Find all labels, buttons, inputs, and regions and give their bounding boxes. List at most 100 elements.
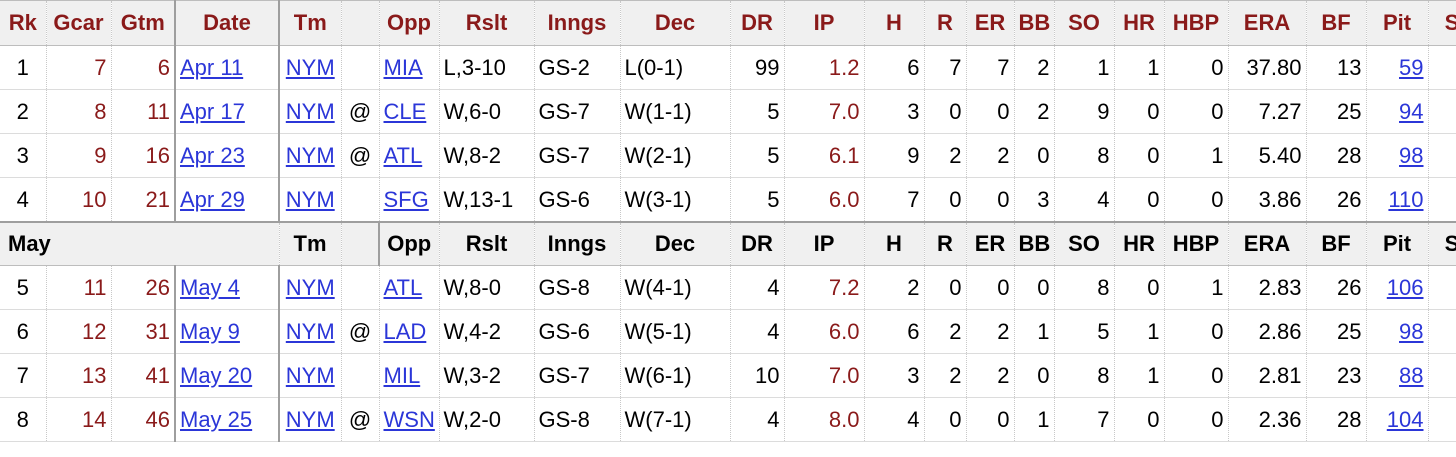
opponent-link[interactable]: MIA xyxy=(383,54,423,80)
month-col-inngs[interactable]: Inngs xyxy=(534,221,621,266)
col-header-gcar[interactable]: Gcar xyxy=(46,0,112,46)
col-header-tm[interactable]: Tm xyxy=(279,0,342,46)
cell-h: 6 xyxy=(864,309,925,354)
col-header-dec[interactable]: Dec xyxy=(620,0,731,46)
opponent-link[interactable]: ATL xyxy=(383,142,423,168)
pitches-link[interactable]: 98 xyxy=(1399,318,1424,344)
month-col-era[interactable]: ERA xyxy=(1228,221,1307,266)
cell-r: 0 xyxy=(924,89,967,134)
month-col-pit[interactable]: Pit xyxy=(1366,221,1429,266)
table-row: 5 11 26 May 4 NYM ATL W,8-0 GS-8 W(4-1) … xyxy=(0,265,1456,310)
opponent-link[interactable]: SFG xyxy=(383,186,429,212)
col-header-hr[interactable]: HR xyxy=(1114,0,1165,46)
cell-dec: W(4-1) xyxy=(620,265,731,310)
date-link[interactable]: May 20 xyxy=(180,362,253,388)
col-header-rslt[interactable]: Rslt xyxy=(439,0,535,46)
pitches-link[interactable]: 98 xyxy=(1399,142,1424,168)
cell-inngs: GS-2 xyxy=(534,45,621,90)
col-header-opp[interactable]: Opp xyxy=(379,0,440,46)
month-col-s[interactable]: S xyxy=(1428,221,1456,266)
col-header-bf[interactable]: BF xyxy=(1306,0,1367,46)
team-link[interactable]: NYM xyxy=(285,274,335,300)
col-header-er[interactable]: ER xyxy=(966,0,1015,46)
cell-date: May 9 xyxy=(175,309,280,354)
date-link[interactable]: May 25 xyxy=(180,406,253,432)
pitches-link[interactable]: 59 xyxy=(1399,54,1424,80)
opponent-link[interactable]: WSN xyxy=(383,406,435,432)
date-link[interactable]: Apr 11 xyxy=(180,54,244,80)
col-header-r[interactable]: R xyxy=(924,0,967,46)
date-link[interactable]: May 9 xyxy=(180,318,240,344)
team-link[interactable]: NYM xyxy=(285,54,335,80)
month-col-er[interactable]: ER xyxy=(966,221,1015,266)
month-col-bb[interactable]: BB xyxy=(1014,221,1055,266)
month-col-dr[interactable]: DR xyxy=(730,221,785,266)
month-col-so[interactable]: SO xyxy=(1054,221,1115,266)
opponent-link[interactable]: ATL xyxy=(383,274,423,300)
pitches-link[interactable]: 106 xyxy=(1386,274,1424,300)
col-header-gtm[interactable]: Gtm xyxy=(111,0,176,46)
col-header-rk[interactable]: Rk xyxy=(0,0,47,46)
col-header-so[interactable]: SO xyxy=(1054,0,1115,46)
cell-s xyxy=(1428,309,1456,354)
cell-era: 7.27 xyxy=(1228,89,1307,134)
col-header-s[interactable]: S xyxy=(1428,0,1456,46)
month-col-rslt[interactable]: Rslt xyxy=(439,221,535,266)
col-header-date[interactable]: Date xyxy=(175,0,280,46)
pitches-link[interactable]: 88 xyxy=(1399,362,1424,388)
cell-date: Apr 17 xyxy=(175,89,280,134)
month-col-hr[interactable]: HR xyxy=(1114,221,1165,266)
opponent-link[interactable]: MIL xyxy=(383,362,421,388)
date-link[interactable]: Apr 17 xyxy=(180,98,245,124)
cell-s xyxy=(1428,133,1456,178)
month-col-opp[interactable]: Opp xyxy=(379,221,440,266)
cell-dec: W(6-1) xyxy=(620,353,731,398)
cell-pit: 104 xyxy=(1366,397,1429,442)
col-header-pit[interactable]: Pit xyxy=(1366,0,1429,46)
cell-dr: 4 xyxy=(730,309,785,354)
cell-inngs: GS-8 xyxy=(534,397,621,442)
col-header-era[interactable]: ERA xyxy=(1228,0,1307,46)
opponent-link[interactable]: LAD xyxy=(383,318,427,344)
month-col-r[interactable]: R xyxy=(924,221,967,266)
team-link[interactable]: NYM xyxy=(285,318,335,344)
date-link[interactable]: May 4 xyxy=(180,274,240,300)
team-link[interactable]: NYM xyxy=(285,142,335,168)
pitches-link[interactable]: 104 xyxy=(1386,406,1424,432)
cell-ip: 7.0 xyxy=(784,353,865,398)
pitches-link[interactable]: 94 xyxy=(1399,98,1424,124)
cell-bf: 28 xyxy=(1306,133,1367,178)
month-col-h[interactable]: H xyxy=(864,221,925,266)
col-header-ip[interactable]: IP xyxy=(784,0,865,46)
team-link[interactable]: NYM xyxy=(285,186,335,212)
cell-s xyxy=(1428,397,1456,442)
team-link[interactable]: NYM xyxy=(285,362,335,388)
team-link[interactable]: NYM xyxy=(285,98,335,124)
cell-er: 2 xyxy=(966,133,1015,178)
pitches-link[interactable]: 110 xyxy=(1388,186,1424,212)
col-header-h[interactable]: H xyxy=(864,0,925,46)
cell-er: 0 xyxy=(966,397,1015,442)
col-header-dr[interactable]: DR xyxy=(730,0,785,46)
cell-inngs: GS-7 xyxy=(534,353,621,398)
cell-s xyxy=(1428,265,1456,310)
opponent-link[interactable]: CLE xyxy=(383,98,427,124)
month-col-bf[interactable]: BF xyxy=(1306,221,1367,266)
team-link[interactable]: NYM xyxy=(285,406,335,432)
cell-opp: ATL xyxy=(379,133,440,178)
col-header-inngs[interactable]: Inngs xyxy=(534,0,621,46)
col-header-hbp[interactable]: HBP xyxy=(1164,0,1229,46)
month-col-dec[interactable]: Dec xyxy=(620,221,731,266)
cell-so: 8 xyxy=(1054,265,1115,310)
col-header-bb[interactable]: BB xyxy=(1014,0,1055,46)
cell-r: 7 xyxy=(924,45,967,90)
cell-r: 2 xyxy=(924,133,967,178)
month-col-tm[interactable]: Tm xyxy=(279,221,342,266)
table-row: 6 12 31 May 9 NYM @ LAD W,4-2 GS-6 W(5-1… xyxy=(0,309,1456,354)
month-col-ip[interactable]: IP xyxy=(784,221,865,266)
month-col-hbp[interactable]: HBP xyxy=(1164,221,1229,266)
date-link[interactable]: Apr 23 xyxy=(180,142,245,168)
date-link[interactable]: Apr 29 xyxy=(180,186,245,212)
cell-gcar: 8 xyxy=(46,89,112,134)
cell-era: 2.36 xyxy=(1228,397,1307,442)
